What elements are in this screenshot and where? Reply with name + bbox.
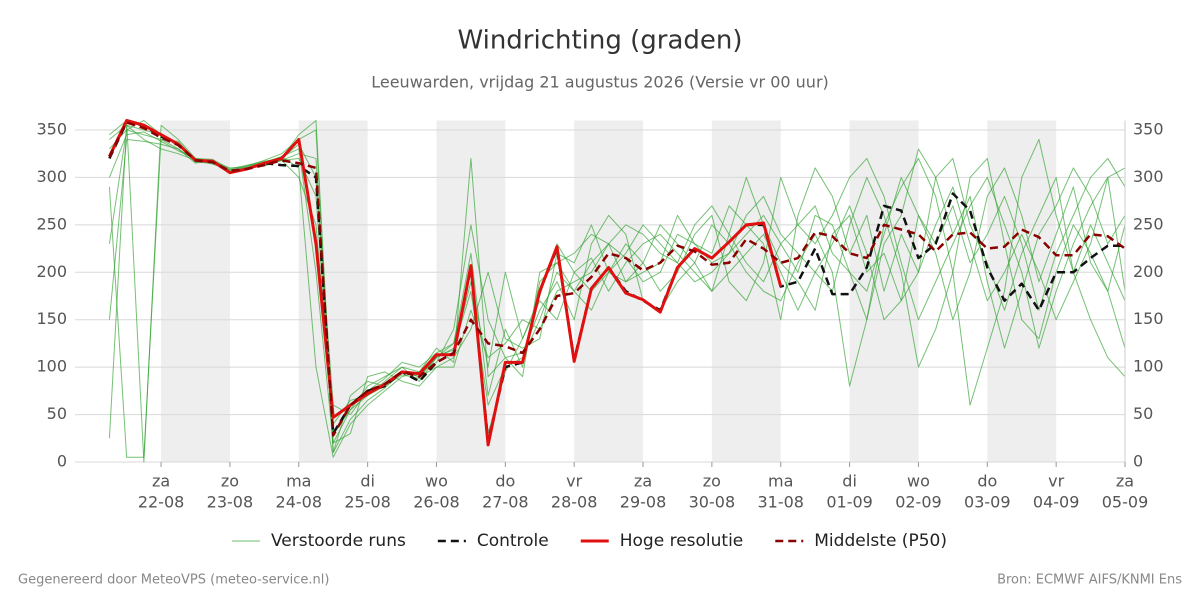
x-tick-label: za <box>1116 472 1134 491</box>
x-tick-sublabel: 03-09 <box>964 493 1011 512</box>
x-tick-sublabel: 30-08 <box>689 493 736 512</box>
y2-tick-label: 0 <box>1133 452 1143 471</box>
grid <box>75 129 1125 463</box>
y-tick-label: 250 <box>36 214 67 233</box>
x-tick-sublabel: 22-08 <box>138 493 185 512</box>
footer-right: Bron: ECMWF AIFS/KNMI Ens <box>997 573 1182 588</box>
ensemble-line <box>108 124 1126 454</box>
y2-tick-label: 50 <box>1133 404 1153 423</box>
x-tick-label: za <box>634 472 652 491</box>
x-tick-label: zo <box>221 472 239 491</box>
y2-tick-label: 200 <box>1133 262 1164 281</box>
x-tick-label: vr <box>1048 472 1064 491</box>
footer-left: Gegenereerd door MeteoVPS (meteo-service… <box>18 573 329 588</box>
y-tick-label: 0 <box>57 452 67 471</box>
day-band <box>161 120 230 462</box>
y2-tick-label: 300 <box>1133 167 1164 186</box>
x-tick-sublabel: 28-08 <box>551 493 598 512</box>
plot-lines <box>108 119 1126 463</box>
x-tick-sublabel: 01-09 <box>826 493 873 512</box>
legend-label: Hoge resolutie <box>620 531 744 551</box>
x-tick-label: zo <box>703 472 721 491</box>
x-tick-sublabel: 25-08 <box>344 493 391 512</box>
y2-tick-label: 350 <box>1133 119 1164 138</box>
x-tick-label: ma <box>286 472 311 491</box>
y-tick-label: 350 <box>36 119 67 138</box>
y2-tick-label: 150 <box>1133 309 1164 328</box>
x-tick-label: wo <box>425 472 448 491</box>
y-tick-label: 200 <box>36 262 67 281</box>
legend-label: Controle <box>477 531 549 551</box>
x-tick-label: wo <box>907 472 930 491</box>
y-tick-label: 100 <box>36 357 67 376</box>
y-tick-label: 150 <box>36 309 67 328</box>
x-tick-label: do <box>977 472 997 491</box>
axes: 0 0 50 50 100 100 150 150 200 200 250 250 300 300 350 3… <box>36 119 1163 511</box>
x-tick-sublabel: 29-08 <box>620 493 667 512</box>
x-tick-sublabel: 24-08 <box>276 493 323 512</box>
x-tick-sublabel: 27-08 <box>482 493 529 512</box>
x-tick-label: di <box>842 472 857 491</box>
series-line <box>108 121 1126 437</box>
ensemble-line <box>108 129 1126 458</box>
x-tick-sublabel: 23-08 <box>207 493 254 512</box>
x-tick-sublabel: 04-09 <box>1033 493 1080 512</box>
x-tick-sublabel: 05-09 <box>1102 493 1149 512</box>
y2-tick-label: 100 <box>1133 357 1164 376</box>
y-tick-label: 300 <box>36 167 67 186</box>
x-tick-label: vr <box>566 472 582 491</box>
day-band <box>711 120 781 462</box>
x-tick-label: ma <box>768 472 793 491</box>
x-tick-label: za <box>152 472 170 491</box>
chart-subtitle: Leeuwarden, vrijdag 21 augustus 2026 (Ve… <box>371 73 829 92</box>
y-tick-label: 50 <box>47 404 67 423</box>
x-tick-sublabel: 26-08 <box>413 493 460 512</box>
legend-label: Verstoorde runs <box>271 531 406 551</box>
legend: Verstoorde runs Controle Hoge resolutie Mid… <box>232 531 947 551</box>
y2-tick-label: 250 <box>1133 214 1164 233</box>
x-tick-label: do <box>495 472 515 491</box>
chart-title: Windrichting (graden) <box>457 26 742 56</box>
x-tick-sublabel: 02-09 <box>895 493 942 512</box>
legend-label: Middelste (P50) <box>814 531 947 551</box>
x-tick-sublabel: 31-08 <box>757 493 804 512</box>
x-tick-label: di <box>360 472 375 491</box>
